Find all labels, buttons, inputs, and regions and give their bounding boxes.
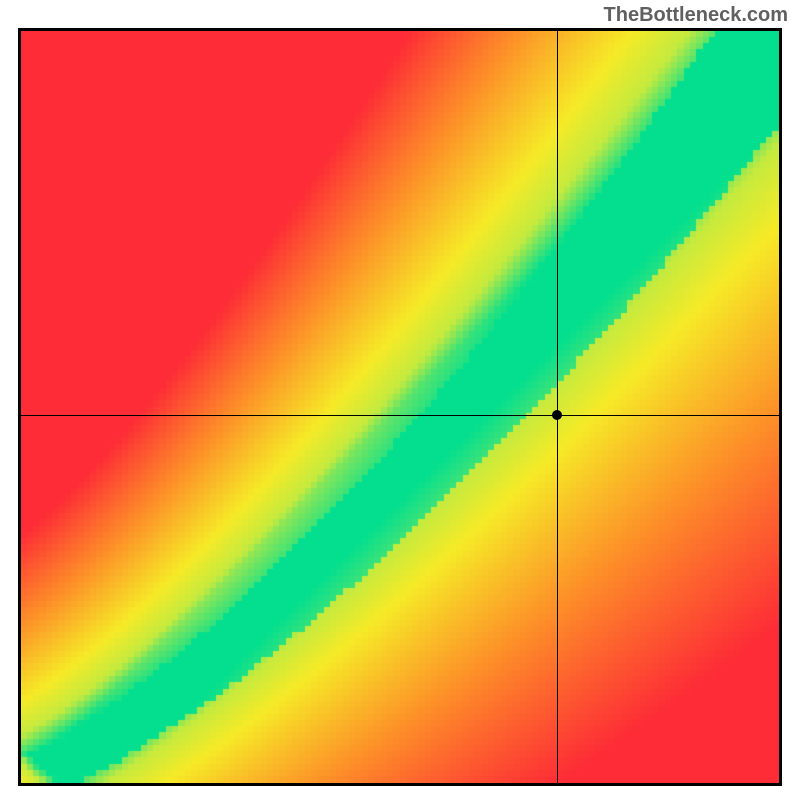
watermark-text: TheBottleneck.com xyxy=(604,4,788,27)
heatmap-canvas xyxy=(21,31,779,783)
chart-container: TheBottleneck.com xyxy=(0,0,800,800)
plot-frame xyxy=(18,28,782,786)
